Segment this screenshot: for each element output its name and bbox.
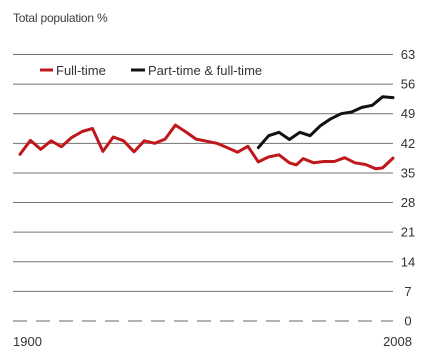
legend-item-full-time: Full-time: [40, 63, 106, 78]
y-tick-label: 56: [401, 77, 415, 92]
y-tick-label: 28: [401, 195, 415, 210]
legend-label: Full-time: [56, 63, 106, 78]
series-line-part-and-full-time: [256, 95, 395, 150]
y-tick-label: 7: [404, 284, 411, 299]
legend: Full-time Part-time & full-time: [40, 63, 262, 78]
series-line-full-time: [18, 123, 395, 171]
y-tick-label: 49: [401, 106, 415, 121]
y-tick-label: 35: [401, 165, 415, 180]
legend-item-part-and-full-time: Part-time & full-time: [131, 63, 262, 78]
y-tick-label: 63: [401, 47, 415, 62]
y-axis-tick-labels: 0 7 14 21 28 35 42 49 56 63: [401, 47, 415, 329]
y-tick-label: 42: [401, 136, 415, 151]
x-tick-label: 2008: [383, 334, 412, 349]
x-axis-tick-labels: 1900 2008: [13, 334, 412, 349]
y-tick-label: 21: [401, 225, 415, 240]
gridlines: [13, 54, 393, 322]
chart-title: Total population %: [13, 11, 108, 25]
series-lines: [18, 95, 395, 171]
y-tick-label: 0: [404, 314, 411, 329]
y-tick-label: 14: [401, 254, 415, 269]
legend-label: Part-time & full-time: [148, 63, 262, 78]
x-tick-label: 1900: [13, 334, 42, 349]
